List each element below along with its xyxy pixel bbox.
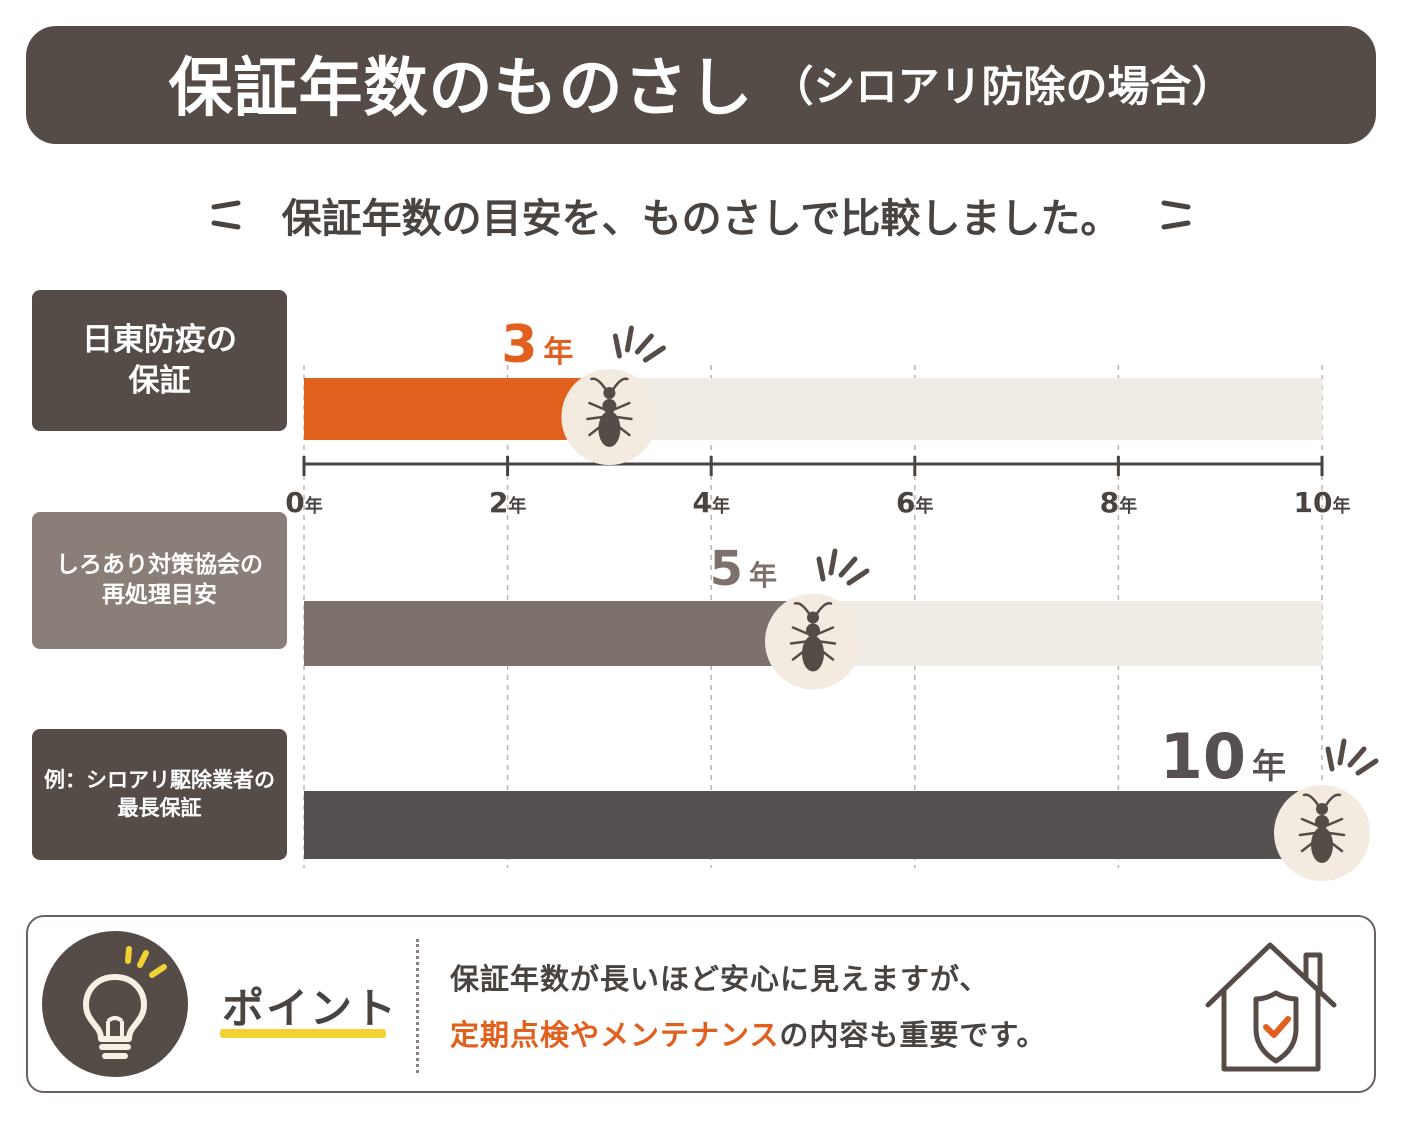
tick-label: 0年: [285, 486, 322, 519]
termite-marker: [1274, 738, 1379, 881]
row-label-exterminator: 例：シロアリ駆除業者の 最長保証: [32, 729, 287, 860]
title-bar: 保証年数のものさし （シロアリ防除の場合）: [26, 26, 1376, 144]
point-label: ポイント: [222, 984, 399, 1033]
tick-label: 2年: [489, 486, 526, 519]
subtitle-row: 保証年数の目安を、ものさしで比較しました。: [0, 180, 1402, 250]
lightbulb-circle: [42, 931, 188, 1077]
emphasis-lines-left-icon: [211, 200, 241, 230]
point-underline: [220, 1029, 386, 1038]
point-text-rest: の内容も重要です。: [779, 1018, 1047, 1052]
point-text-line1: 保証年数が長いほど安心に見えますが、: [450, 962, 990, 996]
row-label-association: しろあり対策協会の 再処理目安: [32, 512, 287, 649]
point-divider: [416, 939, 419, 1073]
warranty-years-chart: 0年 2年 4年 6年 8年 10年 3 年 5 年 10 年: [285, 315, 1379, 881]
row-label-line2: 最長保証: [117, 795, 202, 820]
tick-label: 10年: [1294, 486, 1351, 519]
page-title-sub: （シロアリ防除の場合）: [771, 61, 1234, 111]
tick-label: 8年: [1100, 486, 1137, 519]
bar: [304, 378, 610, 440]
row-label-line2: 保証: [128, 362, 191, 399]
value-label: 10 年: [1160, 720, 1286, 793]
tick-label: 6年: [896, 486, 933, 519]
tick-label: 4年: [692, 486, 729, 519]
lightbulb-icon: [83, 946, 167, 1059]
point-text: 保証年数が長いほど安心に見えますが、 定期点検やメンテナンスの内容も重要です。: [450, 951, 1047, 1063]
bar: [304, 791, 1322, 859]
row-label-line1: 例：シロアリ駆除業者の: [44, 768, 275, 793]
row-label-line1: しろあり対策協会の: [56, 551, 263, 578]
point-text-accent: 定期点検やメンテナンス: [450, 1018, 780, 1052]
row-label-line2: 再処理目安: [102, 581, 217, 608]
bar: [304, 601, 813, 666]
emphasis-lines-right-icon: [1161, 200, 1191, 230]
house-shield-icon: [1205, 942, 1337, 1072]
termite-marker: [561, 325, 666, 465]
page-title: 保証年数のものさし: [168, 52, 754, 126]
row-label-line1: 日東防疫の: [82, 322, 237, 359]
point-text-line2: 定期点検やメンテナンスの内容も重要です。: [450, 1007, 1047, 1063]
termite-marker: [765, 548, 870, 690]
row-label-nitto: 日東防疫の 保証: [32, 290, 287, 431]
subtitle-text: 保証年数の目安を、ものさしで比較しました。: [281, 196, 1121, 242]
point-box: ポイント 保証年数が長いほど安心に見えますが、 定期点検やメンテナンスの内容も重…: [26, 915, 1376, 1093]
